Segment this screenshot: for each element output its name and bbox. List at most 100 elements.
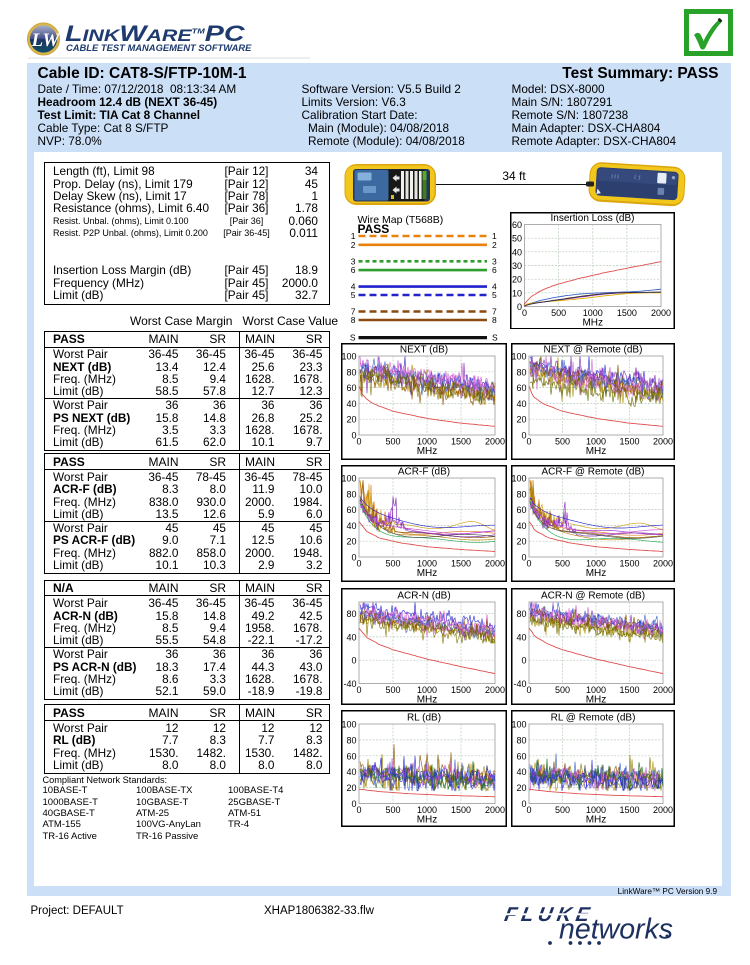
svg-text:3: 3 xyxy=(351,256,356,266)
svg-text:2000: 2000 xyxy=(485,685,505,695)
svg-text:0: 0 xyxy=(526,437,531,447)
svg-text:20: 20 xyxy=(516,536,526,546)
svg-text:MHz: MHz xyxy=(417,568,438,579)
svg-text:1500: 1500 xyxy=(451,437,471,447)
svg-text:5: 5 xyxy=(492,290,497,300)
svg-text:1000: 1000 xyxy=(417,685,437,695)
svg-text:100: 100 xyxy=(341,352,356,362)
svg-text:MHz: MHz xyxy=(417,695,438,706)
svg-text:500: 500 xyxy=(555,805,570,815)
svg-text:1000: 1000 xyxy=(586,805,606,815)
svg-text:100: 100 xyxy=(511,473,526,483)
svg-text:60: 60 xyxy=(516,751,526,761)
svg-text:1: 1 xyxy=(351,231,356,241)
svg-text:100: 100 xyxy=(511,720,526,730)
svg-text:40: 40 xyxy=(516,632,526,642)
svg-text:5: 5 xyxy=(351,290,356,300)
svg-text:80: 80 xyxy=(346,735,356,745)
svg-text:0: 0 xyxy=(526,558,531,568)
svg-text:0: 0 xyxy=(521,799,526,809)
svg-text:500: 500 xyxy=(385,805,400,815)
svg-text:ACR-N (dB): ACR-N (dB) xyxy=(397,591,450,602)
svg-text:1000: 1000 xyxy=(586,685,606,695)
svg-text:1: 1 xyxy=(492,231,497,241)
svg-text:CABLE TEST MANAGEMENT SOFTWARE: CABLE TEST MANAGEMENT SOFTWARE xyxy=(66,42,252,53)
svg-text:-40: -40 xyxy=(343,679,356,689)
svg-text:2000: 2000 xyxy=(485,558,505,568)
svg-text:MHz: MHz xyxy=(417,815,438,826)
svg-text:1000: 1000 xyxy=(583,308,603,318)
svg-text:20: 20 xyxy=(516,415,526,425)
svg-text:1000: 1000 xyxy=(417,558,437,568)
svg-text:40: 40 xyxy=(346,399,356,409)
svg-text:6: 6 xyxy=(351,265,356,275)
svg-text:RL @ Remote (dB): RL @ Remote (dB) xyxy=(551,713,636,724)
svg-text:NEXT @ Remote (dB): NEXT @ Remote (dB) xyxy=(544,345,643,356)
svg-text:S: S xyxy=(350,333,356,343)
svg-text:2000: 2000 xyxy=(485,805,505,815)
svg-text:0: 0 xyxy=(351,552,356,562)
svg-text:4: 4 xyxy=(492,282,497,292)
svg-text:Insertion Loss (dB): Insertion Loss (dB) xyxy=(551,213,635,224)
svg-text:60: 60 xyxy=(346,751,356,761)
svg-text:7: 7 xyxy=(492,307,497,317)
svg-text:6: 6 xyxy=(492,265,497,275)
svg-text:1500: 1500 xyxy=(619,437,639,447)
svg-text:0: 0 xyxy=(517,302,522,312)
svg-text:0: 0 xyxy=(351,431,356,441)
svg-text:0: 0 xyxy=(356,685,361,695)
svg-text:0: 0 xyxy=(526,685,531,695)
svg-text:30: 30 xyxy=(512,261,522,271)
svg-text:RL (dB): RL (dB) xyxy=(407,713,441,724)
svg-text:60: 60 xyxy=(516,383,526,393)
svg-text:80: 80 xyxy=(516,367,526,377)
svg-text:40: 40 xyxy=(346,632,356,642)
svg-text:40: 40 xyxy=(516,767,526,777)
svg-text:0: 0 xyxy=(356,805,361,815)
svg-text:2000: 2000 xyxy=(653,685,673,695)
svg-text:50: 50 xyxy=(512,233,522,243)
svg-text:500: 500 xyxy=(555,558,570,568)
svg-text:1000: 1000 xyxy=(586,437,606,447)
svg-text:40: 40 xyxy=(512,247,522,257)
svg-text:1500: 1500 xyxy=(619,685,639,695)
svg-text:100: 100 xyxy=(341,720,356,730)
svg-text:1500: 1500 xyxy=(619,805,639,815)
svg-text:2: 2 xyxy=(351,240,356,250)
svg-text:2000: 2000 xyxy=(485,437,505,447)
svg-text:LINKWARETMPC: LINKWARETMPC xyxy=(65,22,245,46)
svg-text:LW: LW xyxy=(31,30,61,51)
svg-text:MHz: MHz xyxy=(417,446,438,457)
svg-text:500: 500 xyxy=(555,685,570,695)
svg-text:S: S xyxy=(492,333,498,343)
svg-text:2000: 2000 xyxy=(653,437,673,447)
svg-text:7: 7 xyxy=(351,307,356,317)
svg-text:ACR-N @ Remote (dB): ACR-N @ Remote (dB) xyxy=(541,591,645,602)
svg-text:1500: 1500 xyxy=(617,308,637,318)
svg-text:1000: 1000 xyxy=(417,805,437,815)
svg-text:ACR-F (dB): ACR-F (dB) xyxy=(398,466,450,477)
svg-text:l :l: l :l xyxy=(634,175,640,181)
svg-text:500: 500 xyxy=(385,685,400,695)
svg-text:80: 80 xyxy=(516,735,526,745)
svg-text:80: 80 xyxy=(346,609,356,619)
svg-text:1000: 1000 xyxy=(417,437,437,447)
svg-text:2000: 2000 xyxy=(653,558,673,568)
svg-text:ACR-F @ Remote (dB): ACR-F @ Remote (dB) xyxy=(542,466,645,477)
svg-text:MHz: MHz xyxy=(582,317,603,328)
svg-text:10: 10 xyxy=(512,288,522,298)
svg-text:1000: 1000 xyxy=(586,558,606,568)
svg-text:100: 100 xyxy=(511,352,526,362)
svg-text:8: 8 xyxy=(351,315,356,325)
svg-text:60: 60 xyxy=(512,220,522,230)
svg-text:-40: -40 xyxy=(513,679,526,689)
svg-text:0: 0 xyxy=(521,431,526,441)
svg-text:0: 0 xyxy=(521,656,526,666)
svg-text:MHz: MHz xyxy=(586,815,607,826)
svg-text:20: 20 xyxy=(516,783,526,793)
svg-text:40: 40 xyxy=(346,520,356,530)
svg-text:40: 40 xyxy=(346,767,356,777)
svg-text:0: 0 xyxy=(351,799,356,809)
svg-text:80: 80 xyxy=(346,489,356,499)
svg-text:MHz: MHz xyxy=(586,446,607,457)
